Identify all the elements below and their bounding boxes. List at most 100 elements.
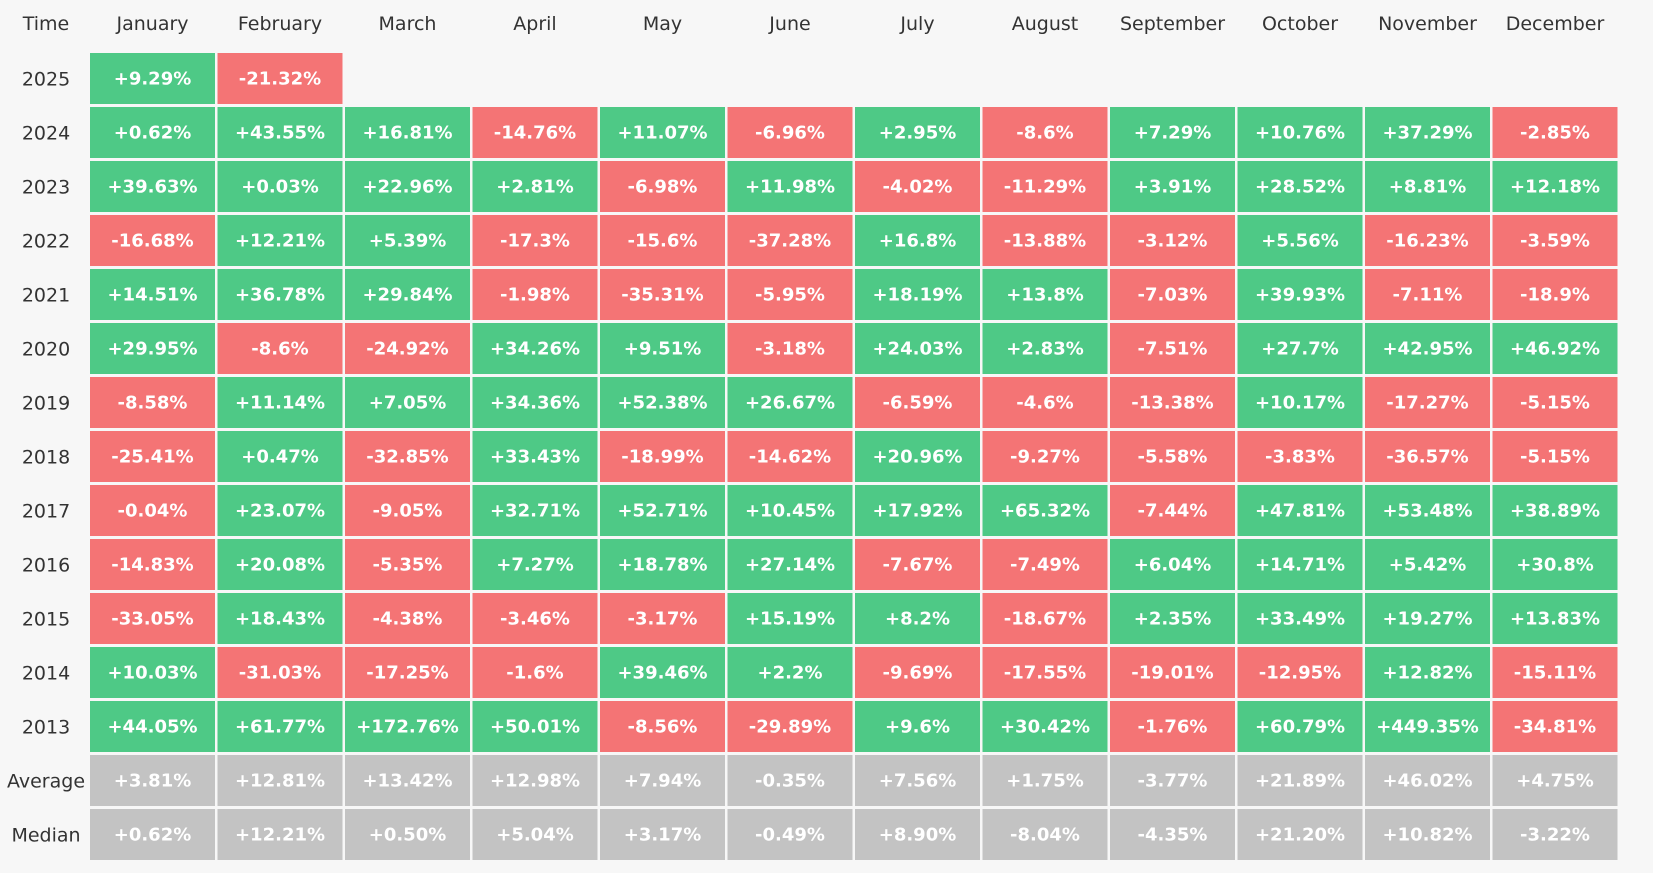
heatmap-cell: -24.92% — [345, 323, 470, 374]
heatmap-cell: +2.2% — [727, 647, 853, 698]
cell-value: -4.38% — [373, 609, 443, 630]
cell-rect — [982, 485, 1108, 536]
heatmap-cell: -37.28% — [727, 215, 853, 266]
heatmap-cell: +7.27% — [472, 539, 598, 590]
cell-rect — [600, 431, 725, 482]
cell-rect — [1365, 647, 1490, 698]
cell-rect — [727, 107, 853, 158]
heatmap-cell: +7.94% — [600, 755, 725, 806]
cell-value: +10.82% — [1382, 825, 1472, 846]
cell-value: +3.17% — [624, 825, 702, 846]
heatmap-cell: -8.58% — [90, 377, 215, 428]
cell-rect — [600, 647, 725, 698]
cell-rect — [345, 161, 470, 212]
cell-value: -4.35% — [1138, 825, 1208, 846]
heatmap-cell: +39.93% — [1237, 269, 1363, 320]
heatmap-cell: +32.71% — [472, 485, 598, 536]
cell-value: +17.92% — [872, 501, 962, 522]
cell-rect — [1237, 161, 1363, 212]
cell-rect — [1110, 323, 1235, 374]
cell-rect — [1237, 269, 1363, 320]
cell-value: -3.77% — [1138, 771, 1208, 792]
cell-rect — [472, 647, 598, 698]
cell-rect — [600, 161, 725, 212]
heatmap-cell: +8.90% — [855, 809, 980, 860]
cell-rect — [90, 53, 215, 104]
heatmap-cell: +11.14% — [217, 377, 343, 428]
column-header: August — [1012, 13, 1079, 35]
cell-rect — [1110, 431, 1235, 482]
cell-rect — [1237, 647, 1363, 698]
heatmap-cell: +13.42% — [345, 755, 470, 806]
heatmap-cell: +29.84% — [345, 269, 470, 320]
cell-value: -13.88% — [1004, 231, 1086, 252]
cell-value: -0.49% — [755, 825, 825, 846]
cell-value: +22.96% — [362, 177, 452, 198]
cell-rect — [1365, 431, 1490, 482]
heatmap-cell: -15.6% — [600, 215, 725, 266]
cell-value: +13.83% — [1510, 609, 1600, 630]
cell-rect — [982, 539, 1108, 590]
heatmap-cell: +19.27% — [1365, 593, 1490, 644]
cell-rect — [217, 53, 343, 104]
cell-rect — [727, 539, 853, 590]
cell-rect — [472, 161, 598, 212]
cell-value: -15.11% — [1514, 663, 1596, 684]
cell-value: -14.76% — [494, 123, 576, 144]
cell-value: +39.46% — [617, 663, 707, 684]
cell-value: +39.93% — [1255, 285, 1345, 306]
heatmap-cell: -9.27% — [982, 431, 1108, 482]
cell-rect — [1110, 161, 1235, 212]
cell-value: -19.01% — [1131, 663, 1213, 684]
heatmap-cell: +27.14% — [727, 539, 853, 590]
cell-value: +5.39% — [369, 231, 447, 252]
cell-value: +3.81% — [114, 771, 192, 792]
cell-value: -7.11% — [1393, 285, 1463, 306]
cell-value: -35.31% — [621, 285, 703, 306]
heatmap-cell: +5.39% — [345, 215, 470, 266]
heatmap-cell: +44.05% — [90, 701, 215, 752]
cell-value: -14.83% — [111, 555, 193, 576]
cell-value: +27.7% — [1261, 339, 1339, 360]
cell-rect — [727, 323, 853, 374]
heatmap-cell: -17.25% — [345, 647, 470, 698]
cell-rect — [472, 431, 598, 482]
cell-rect — [1237, 593, 1363, 644]
cell-rect — [1492, 755, 1618, 806]
heatmap-cell: +4.75% — [1492, 755, 1618, 806]
cell-rect — [1492, 701, 1618, 752]
heatmap-cell: +10.03% — [90, 647, 215, 698]
cell-rect — [90, 593, 215, 644]
cell-rect — [982, 161, 1108, 212]
cell-value: +12.21% — [235, 231, 325, 252]
cell-rect — [727, 593, 853, 644]
heatmap-cell: +10.45% — [727, 485, 853, 536]
cell-value: +449.35% — [1376, 717, 1479, 738]
cell-rect — [90, 485, 215, 536]
heatmap-cell: +34.36% — [472, 377, 598, 428]
cell-value: -13.38% — [1131, 393, 1213, 414]
heatmap-cell: +39.46% — [600, 647, 725, 698]
heatmap-cell: -31.03% — [217, 647, 343, 698]
cell-rect — [217, 593, 343, 644]
cell-rect — [217, 107, 343, 158]
cell-value: +14.51% — [107, 285, 197, 306]
cell-value: -5.95% — [755, 285, 825, 306]
cell-value: +14.71% — [1255, 555, 1345, 576]
cell-rect — [1110, 215, 1235, 266]
cell-rect — [472, 269, 598, 320]
cell-rect — [90, 539, 215, 590]
cell-rect — [600, 755, 725, 806]
heatmap-cell: +12.98% — [472, 755, 598, 806]
heatmap-cell: -1.6% — [472, 647, 598, 698]
row-label: 2024 — [22, 123, 70, 145]
heatmap-cell: -35.31% — [600, 269, 725, 320]
heatmap-cell: +27.7% — [1237, 323, 1363, 374]
cell-rect — [1237, 755, 1363, 806]
cell-value: +37.29% — [1382, 123, 1472, 144]
heatmap-cell: -34.81% — [1492, 701, 1618, 752]
cell-value: +65.32% — [1000, 501, 1090, 522]
cell-value: +7.94% — [624, 771, 702, 792]
heatmap-cell: +14.51% — [90, 269, 215, 320]
